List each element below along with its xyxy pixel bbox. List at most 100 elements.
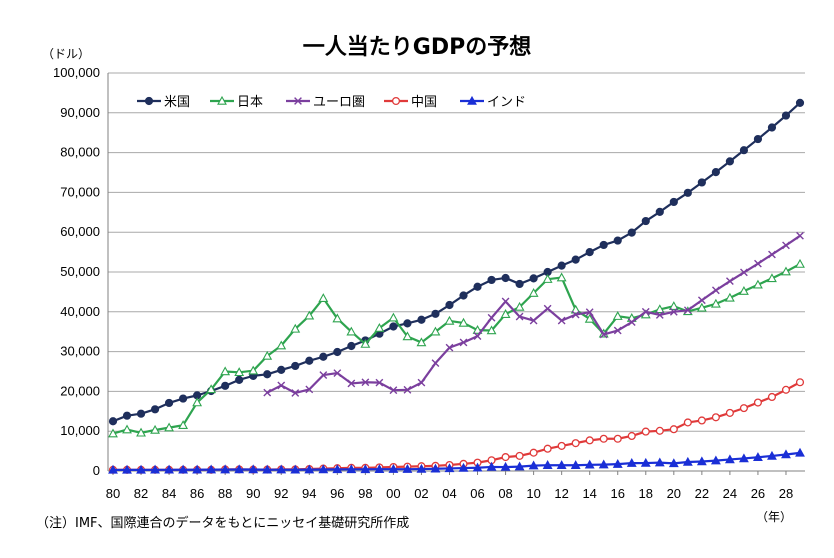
data-point <box>164 464 175 474</box>
data-point <box>122 424 132 434</box>
data-point <box>431 309 440 318</box>
data-point <box>108 464 118 474</box>
data-point <box>795 98 805 107</box>
x-tick-label: 08 <box>498 486 512 501</box>
data-point <box>417 378 426 387</box>
legend-swatch-marker <box>467 95 477 105</box>
data-point <box>725 408 734 417</box>
y-tick-label: 80,000 <box>60 145 100 160</box>
data-point <box>753 398 762 407</box>
data-point <box>221 381 230 390</box>
data-point <box>711 413 720 422</box>
data-point <box>487 313 496 322</box>
data-point <box>669 425 678 434</box>
data-point <box>374 464 385 473</box>
x-tick-label: 22 <box>695 486 709 501</box>
data-point <box>150 424 160 434</box>
x-tick-label: 20 <box>667 486 681 501</box>
data-point <box>781 385 791 394</box>
data-point <box>333 347 342 357</box>
data-point <box>768 250 776 259</box>
legend-swatch-marker <box>217 95 227 105</box>
data-point <box>529 274 538 283</box>
data-point <box>136 464 146 474</box>
data-point <box>458 462 469 472</box>
data-point <box>683 188 692 197</box>
data-point <box>668 301 679 310</box>
data-point <box>234 464 245 474</box>
x-tick-label: 96 <box>330 486 344 501</box>
data-point <box>122 464 132 474</box>
data-point <box>795 447 805 457</box>
data-point <box>738 453 749 463</box>
series-インド <box>108 447 805 474</box>
data-point <box>276 340 287 350</box>
data-point <box>108 417 118 426</box>
data-point <box>571 439 580 448</box>
data-point <box>739 404 748 413</box>
y-tick-label: 10,000 <box>60 423 100 438</box>
x-tick-label: 06 <box>470 486 484 501</box>
data-point <box>627 431 636 441</box>
data-point <box>290 464 301 474</box>
y-tick-label: 30,000 <box>60 344 100 359</box>
data-point <box>655 207 664 217</box>
x-tick-label: 82 <box>134 486 148 501</box>
data-point <box>696 456 707 466</box>
data-point <box>501 273 510 283</box>
data-point <box>164 422 175 432</box>
data-point <box>501 297 510 306</box>
data-point <box>738 285 749 295</box>
data-point <box>585 308 594 317</box>
data-point <box>473 332 482 340</box>
legend: 米国 日本 ユーロ圏 中国 インド <box>137 95 526 110</box>
data-point <box>640 457 651 467</box>
data-point <box>501 453 510 462</box>
data-point <box>612 311 623 320</box>
data-point <box>710 455 721 465</box>
data-point <box>430 326 441 336</box>
data-point <box>543 444 552 453</box>
data-point <box>724 292 735 302</box>
data-point <box>599 434 608 443</box>
data-point <box>696 302 707 312</box>
data-point <box>514 301 525 311</box>
data-point <box>445 300 454 310</box>
series-line <box>112 263 801 435</box>
legend-label: 中国 <box>411 95 437 110</box>
data-point <box>570 460 581 470</box>
legend-swatch-marker <box>144 96 154 106</box>
data-point <box>178 420 189 429</box>
data-point <box>416 463 427 473</box>
data-point <box>360 464 371 474</box>
data-point <box>557 261 566 270</box>
y-tick-label: 70,000 <box>60 184 100 199</box>
data-point <box>584 313 595 323</box>
y-tick-label: 90,000 <box>60 105 100 120</box>
data-point <box>262 464 273 474</box>
data-point <box>612 458 623 468</box>
data-point <box>626 457 637 467</box>
data-point <box>444 315 455 325</box>
data-point <box>753 279 763 289</box>
data-point <box>613 236 622 245</box>
data-point <box>150 405 160 414</box>
data-point <box>724 454 735 464</box>
data-point <box>304 310 315 320</box>
data-point <box>179 394 188 403</box>
data-point <box>710 298 721 308</box>
data-point <box>486 325 497 335</box>
data-point <box>291 389 300 397</box>
data-point <box>346 464 357 474</box>
data-point <box>683 306 692 315</box>
data-point <box>781 111 791 120</box>
data-point <box>697 416 706 425</box>
data-point <box>782 241 790 250</box>
data-point <box>388 312 399 322</box>
data-point <box>262 350 273 360</box>
x-tick-label: 28 <box>779 486 793 501</box>
data-point <box>403 319 412 328</box>
data-point <box>739 146 749 155</box>
x-tick-label: 92 <box>274 486 288 501</box>
data-point <box>654 304 665 314</box>
